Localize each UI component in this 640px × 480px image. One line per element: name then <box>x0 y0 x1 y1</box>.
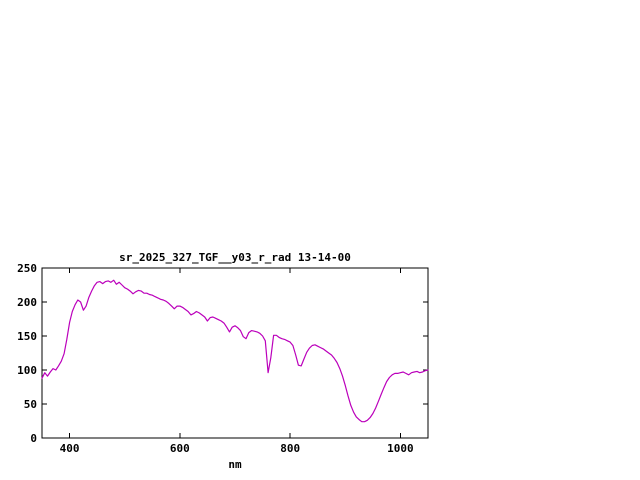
x-tick-label: 400 <box>60 442 80 455</box>
y-tick-label: 200 <box>17 296 37 309</box>
axis-ticks <box>42 267 428 439</box>
y-tick-label: 100 <box>17 364 37 377</box>
x-tick-label: 800 <box>280 442 300 455</box>
axis-tick-labels: 400 600 800 1000 0 50 100 150 200 250 <box>17 262 414 455</box>
y-tick-label: 0 <box>30 432 37 445</box>
series-line <box>41 279 429 423</box>
y-tick-label: 50 <box>24 398 37 411</box>
x-tick-label: 600 <box>170 442 190 455</box>
chart-title: sr_2025_327_TGF__y03_r_rad 13-14-00 <box>119 251 351 264</box>
x-axis-label: nm <box>228 458 242 471</box>
y-tick-label: 150 <box>17 330 37 343</box>
x-tick-label: 1000 <box>387 442 414 455</box>
plot-border <box>41 267 429 439</box>
y-tick-label: 250 <box>17 262 37 275</box>
